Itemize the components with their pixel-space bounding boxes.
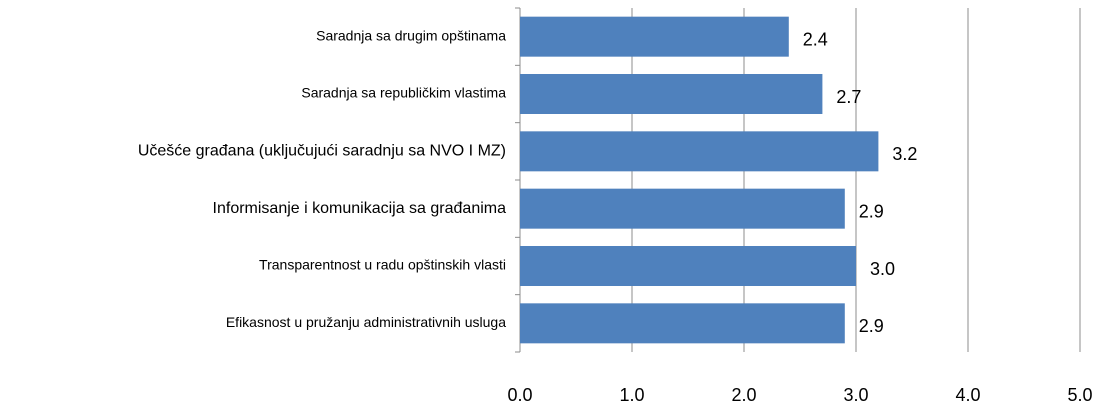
bar <box>520 188 845 229</box>
x-tick-label: 5.0 <box>1067 385 1092 405</box>
bar <box>520 16 789 57</box>
y-tick-label: Transparentnost u radu opštinskih vlasti <box>259 257 506 273</box>
y-tick-label: Saradnja sa drugim opštinama <box>316 27 506 43</box>
value-label: 2.4 <box>803 29 828 49</box>
value-label: 2.9 <box>859 201 884 221</box>
y-tick-label: Saradnja sa republičkim vlastima <box>301 85 506 101</box>
y-tick-label: Efikasnost u pružanju administrativnih u… <box>226 314 506 330</box>
x-tick-label: 3.0 <box>843 385 868 405</box>
x-tick-label: 4.0 <box>955 385 980 405</box>
x-tick-label: 0.0 <box>507 385 532 405</box>
x-tick-label: 2.0 <box>731 385 756 405</box>
bar <box>520 131 879 172</box>
bar <box>520 74 823 114</box>
y-tick-label: Učešće građana (uključujući saradnju sa … <box>138 143 506 160</box>
bar <box>520 303 845 344</box>
x-tick-label: 1.0 <box>619 385 644 405</box>
value-label: 3.0 <box>870 259 895 279</box>
y-tick-label: Informisanje i komunikacija sa građanima <box>213 200 507 217</box>
value-label: 2.9 <box>859 316 884 336</box>
bar <box>520 246 856 286</box>
value-label: 2.7 <box>836 87 861 107</box>
value-label: 3.2 <box>892 144 917 164</box>
